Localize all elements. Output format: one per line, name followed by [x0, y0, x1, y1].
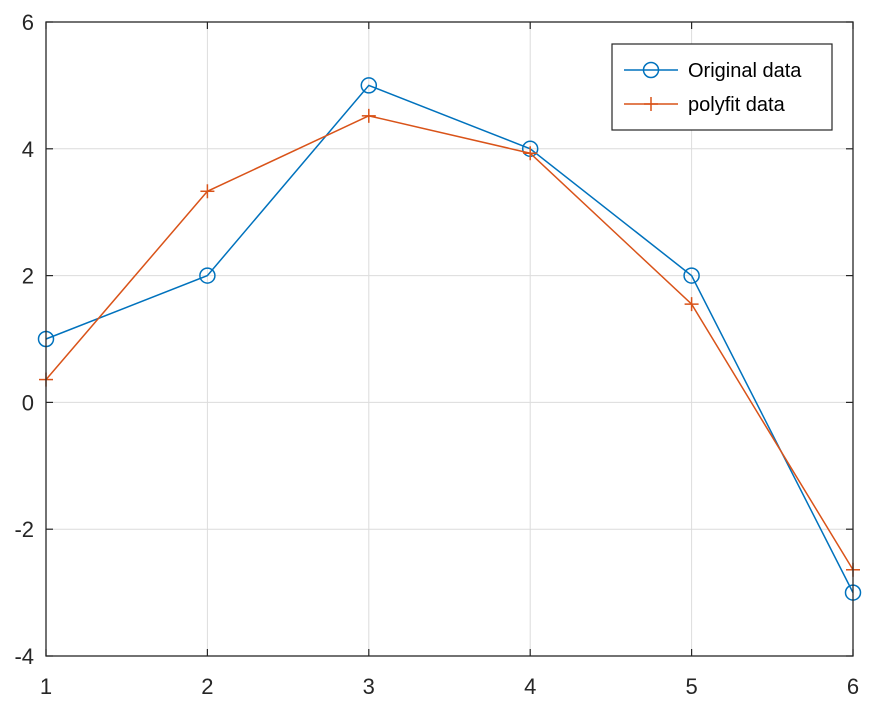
- legend-label: Original data: [688, 60, 802, 82]
- y-tick-label: 4: [22, 137, 34, 162]
- x-tick-label: 1: [40, 674, 52, 699]
- series-line-original-data: [45, 84, 854, 593]
- y-tick-label: 2: [22, 264, 34, 289]
- data-point-polyfit-data: [523, 146, 538, 161]
- series-original-data: [37, 77, 862, 601]
- legend-box: [611, 43, 833, 131]
- x-tick-label: 3: [363, 674, 375, 699]
- data-point-original-data: [360, 77, 378, 94]
- ticks: 1 2 3 4 5 6 -4 -2 0 2 4 6: [14, 10, 859, 699]
- y-tick-label: -2: [14, 517, 34, 542]
- y-tick-label: 0: [22, 390, 34, 415]
- series-line-polyfit-data: [45, 115, 854, 571]
- x-tick-label: 4: [524, 674, 536, 699]
- legend-entry-polyfit-data: polyfit data: [624, 94, 786, 116]
- data-point-original-data: [683, 267, 700, 284]
- series-layer: [37, 77, 862, 601]
- legend-marker: [644, 97, 658, 111]
- data-point-original-data: [199, 267, 216, 284]
- y-tick-label: -4: [14, 644, 34, 669]
- legend-marker: [642, 61, 660, 79]
- axes-box: [45, 21, 854, 657]
- data-point-polyfit-data: [200, 184, 215, 199]
- legend: Original data polyfit data: [611, 43, 833, 131]
- legend-label: polyfit data: [688, 94, 786, 116]
- series-polyfit-data: [39, 108, 860, 577]
- data-point-polyfit-data: [361, 108, 376, 123]
- legend-entry-original-data: Original data: [624, 60, 802, 82]
- y-tick-label: 6: [22, 10, 34, 35]
- x-tick-label: 6: [847, 674, 859, 699]
- x-tick-label: 2: [201, 674, 213, 699]
- data-point-polyfit-data: [684, 297, 699, 312]
- x-tick-label: 5: [685, 674, 697, 699]
